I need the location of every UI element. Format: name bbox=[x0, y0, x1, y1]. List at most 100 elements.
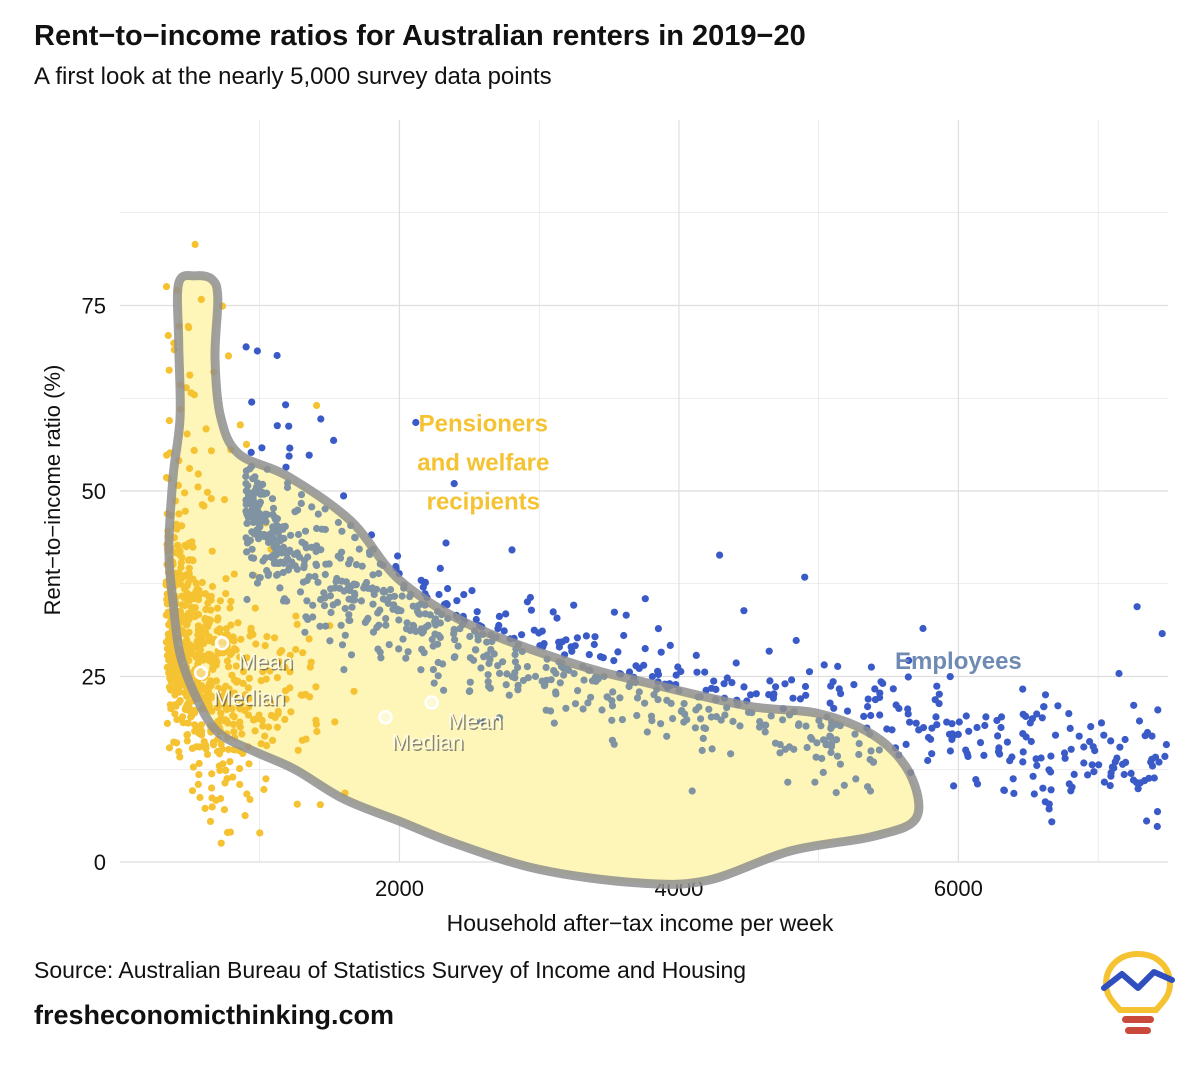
employee-point bbox=[473, 608, 481, 616]
employee-point bbox=[698, 746, 706, 755]
employee-point bbox=[469, 656, 478, 664]
pensioner-point bbox=[230, 720, 238, 729]
pensioner-point bbox=[223, 828, 232, 837]
pensioner-point bbox=[202, 622, 210, 630]
employee-point bbox=[1088, 761, 1096, 769]
pensioner-point bbox=[228, 671, 236, 679]
employee-point bbox=[434, 658, 442, 667]
employee-point bbox=[693, 668, 701, 676]
employee-point bbox=[269, 504, 278, 512]
pensioners-label: recipients bbox=[427, 489, 540, 516]
pensioner-point bbox=[209, 741, 218, 749]
employee-point bbox=[1047, 786, 1055, 794]
pensioner-point bbox=[174, 542, 182, 550]
lightbulb-logo-icon bbox=[1101, 950, 1175, 1034]
employee-point bbox=[1133, 603, 1141, 611]
employee-point bbox=[700, 724, 708, 732]
pensioner-point bbox=[223, 775, 231, 783]
employee-point bbox=[1070, 770, 1078, 779]
pensioner-point bbox=[201, 590, 209, 598]
pensioner-point bbox=[286, 651, 294, 659]
employee-point bbox=[867, 663, 876, 671]
employee-point bbox=[973, 780, 982, 788]
employee-point bbox=[692, 651, 700, 660]
employee-point bbox=[1116, 743, 1124, 751]
employee-point bbox=[905, 656, 913, 665]
employee-point bbox=[547, 676, 555, 684]
employee-point bbox=[1039, 784, 1047, 792]
employee-point bbox=[727, 750, 735, 758]
employee-point bbox=[1162, 741, 1170, 749]
employee-point bbox=[1100, 731, 1108, 739]
employee-point bbox=[710, 677, 718, 685]
employee-point bbox=[495, 714, 504, 722]
pensioner-point bbox=[273, 723, 281, 731]
employee-point bbox=[271, 540, 279, 549]
employee-point bbox=[1161, 752, 1169, 761]
employee-point bbox=[647, 712, 656, 720]
employee-point bbox=[417, 666, 425, 674]
employee-point bbox=[316, 622, 324, 630]
pensioner-point bbox=[247, 624, 255, 632]
pensioner-point bbox=[194, 655, 203, 664]
employee-point bbox=[633, 711, 641, 720]
median-marker bbox=[378, 710, 393, 725]
pensioner-point bbox=[274, 707, 282, 716]
employee-point bbox=[812, 753, 820, 761]
employee-point bbox=[386, 593, 394, 601]
employee-point bbox=[553, 614, 561, 622]
employee-point bbox=[362, 578, 371, 587]
employee-point bbox=[270, 513, 278, 521]
employee-point bbox=[485, 659, 493, 668]
employee-point bbox=[273, 521, 281, 529]
employee-point bbox=[1130, 701, 1138, 709]
employee-point bbox=[965, 727, 973, 735]
employee-point bbox=[351, 534, 359, 542]
y-tick-label: 0 bbox=[94, 850, 106, 875]
pensioner-point bbox=[201, 740, 209, 748]
employee-point bbox=[514, 681, 522, 690]
employee-point bbox=[1040, 703, 1048, 711]
pensioner-point bbox=[194, 483, 202, 491]
median-label-shadow: Median bbox=[215, 686, 287, 711]
employee-point bbox=[1066, 724, 1074, 733]
employee-point bbox=[892, 701, 900, 709]
employee-point bbox=[747, 691, 755, 699]
employee-point bbox=[1019, 730, 1027, 738]
employee-point bbox=[641, 645, 649, 653]
pensioner-point bbox=[215, 649, 223, 657]
employee-point bbox=[1107, 737, 1115, 745]
pensioner-point bbox=[224, 745, 233, 754]
employee-point bbox=[253, 526, 261, 534]
employee-point bbox=[1090, 768, 1098, 776]
employee-point bbox=[1127, 769, 1135, 778]
employee-point bbox=[680, 700, 688, 708]
employee-point bbox=[309, 613, 317, 621]
employee-point bbox=[460, 591, 468, 599]
employee-point bbox=[272, 546, 280, 555]
pensioner-point bbox=[223, 657, 231, 665]
pensioner-point bbox=[212, 796, 220, 804]
employee-point bbox=[962, 746, 970, 754]
employee-point bbox=[1047, 752, 1055, 760]
employee-point bbox=[641, 595, 649, 603]
pensioner-point bbox=[223, 705, 231, 714]
employee-point bbox=[338, 527, 346, 535]
employee-point bbox=[802, 722, 810, 730]
pensioner-point bbox=[215, 750, 224, 758]
employee-point bbox=[303, 597, 311, 605]
site-link[interactable]: fresheconomicthinking.com bbox=[34, 1000, 395, 1030]
pensioner-point bbox=[313, 401, 321, 410]
employee-point bbox=[973, 723, 981, 732]
pensioner-point bbox=[172, 702, 180, 710]
employee-point bbox=[864, 695, 872, 703]
employee-point bbox=[875, 746, 883, 754]
employee-point bbox=[428, 635, 436, 644]
employee-point bbox=[1000, 786, 1009, 795]
pensioner-point bbox=[287, 708, 295, 716]
pensioner-point bbox=[236, 421, 244, 429]
employee-point bbox=[265, 531, 273, 539]
employee-point bbox=[1019, 758, 1027, 766]
employee-point bbox=[1097, 719, 1106, 727]
pensioner-point bbox=[228, 705, 236, 713]
